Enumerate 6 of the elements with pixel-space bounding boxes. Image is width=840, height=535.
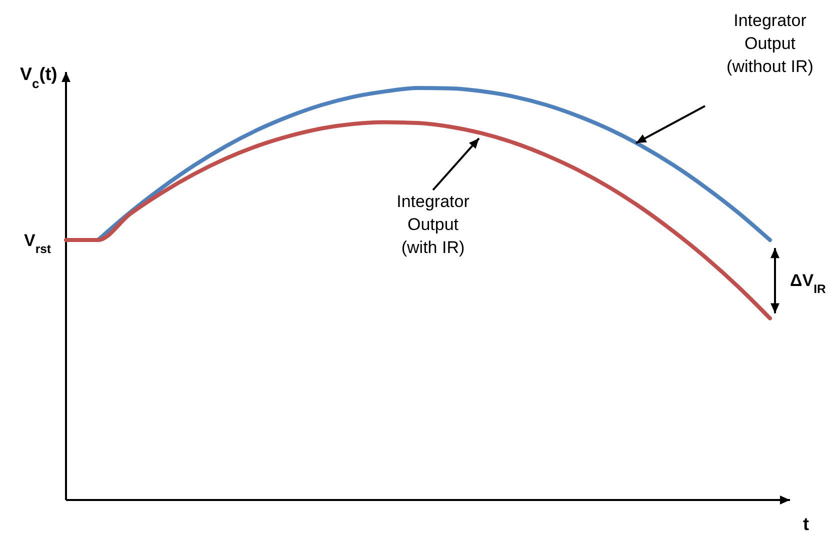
- annotation: ΔV$_{IR}$: [790, 271, 826, 296]
- y-axis-title: V$_{c}$(t): [20, 64, 58, 90]
- text: Integrator Output (without IR): [726, 11, 814, 76]
- text: V$_{rst}$: [24, 231, 51, 256]
- x-axis-title: t: [803, 514, 809, 534]
- annotation: Integrator Output (with IR): [396, 192, 470, 257]
